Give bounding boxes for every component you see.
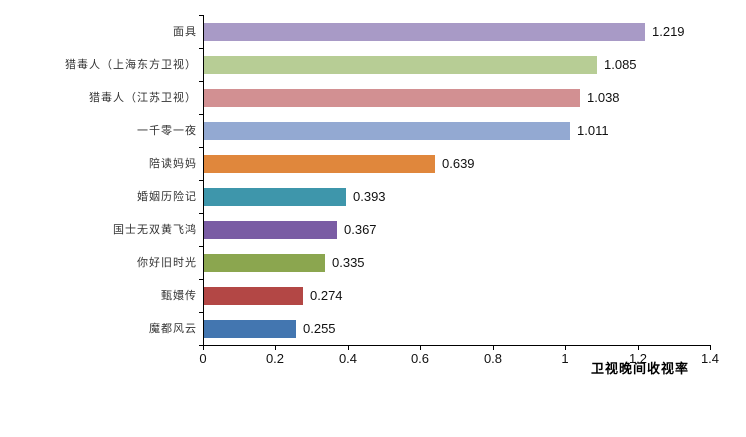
bar: [204, 56, 597, 74]
value-label: 0.255: [303, 321, 336, 336]
x-axis-tick: [710, 346, 711, 350]
bar: [204, 23, 645, 41]
x-tick-label: 1.4: [700, 351, 720, 366]
y-axis-tick: [199, 213, 203, 214]
category-label: 婚姻历险记: [137, 190, 197, 203]
y-axis-tick: [199, 114, 203, 115]
bar: [204, 287, 303, 305]
y-axis-tick: [199, 345, 203, 346]
x-axis-tick: [275, 346, 276, 350]
value-label: 0.367: [344, 222, 377, 237]
x-axis-title: 卫视晚间收视率: [590, 362, 689, 377]
category-label: 魔都风云: [149, 322, 197, 335]
category-label: 面具: [173, 25, 197, 38]
y-axis-tick: [199, 246, 203, 247]
y-axis-tick: [199, 180, 203, 181]
value-label: 0.274: [310, 288, 343, 303]
category-label: 你好旧时光: [137, 256, 197, 269]
value-label: 1.085: [604, 57, 637, 72]
value-label: 1.219: [652, 24, 685, 39]
x-tick-label: 0.8: [483, 351, 503, 366]
y-axis-tick: [199, 312, 203, 313]
category-label: 甄嬛传: [161, 289, 197, 302]
bar: [204, 155, 435, 173]
bar: [204, 188, 346, 206]
category-label: 一千零一夜: [137, 124, 197, 137]
x-axis-tick: [565, 346, 566, 350]
y-axis-tick: [199, 147, 203, 148]
x-tick-label: 1: [561, 351, 569, 366]
value-label: 1.011: [577, 123, 609, 138]
category-label: 猎毒人（上海东方卫视）: [65, 58, 197, 71]
value-label: 0.335: [332, 255, 365, 270]
y-axis-tick: [199, 279, 203, 280]
x-tick-label: 0.4: [338, 351, 358, 366]
value-label: 0.393: [353, 189, 386, 204]
x-axis-line: [203, 345, 711, 346]
category-label: 陪读妈妈: [149, 157, 197, 170]
category-label: 猎毒人（江苏卫视）: [89, 91, 197, 104]
x-axis-tick: [348, 346, 349, 350]
x-axis-tick: [638, 346, 639, 350]
bar: [204, 254, 325, 272]
bar: [204, 89, 580, 107]
x-axis-tick: [203, 346, 204, 350]
x-tick-label: 0.2: [265, 351, 285, 366]
category-label: 国士无双黄飞鸿: [113, 223, 197, 236]
x-axis-tick: [493, 346, 494, 350]
x-tick-label: 0: [199, 351, 207, 366]
y-axis-tick: [199, 81, 203, 82]
bar: [204, 221, 337, 239]
x-tick-label: 1.2: [628, 351, 648, 366]
y-axis-line: [203, 15, 204, 345]
x-axis-tick: [420, 346, 421, 350]
value-label: 1.038: [587, 90, 620, 105]
x-tick-label: 0.6: [410, 351, 430, 366]
bar: [204, 320, 296, 338]
y-axis-tick: [199, 48, 203, 49]
y-axis-tick: [199, 15, 203, 16]
bar: [204, 122, 570, 140]
value-label: 0.639: [442, 156, 475, 171]
